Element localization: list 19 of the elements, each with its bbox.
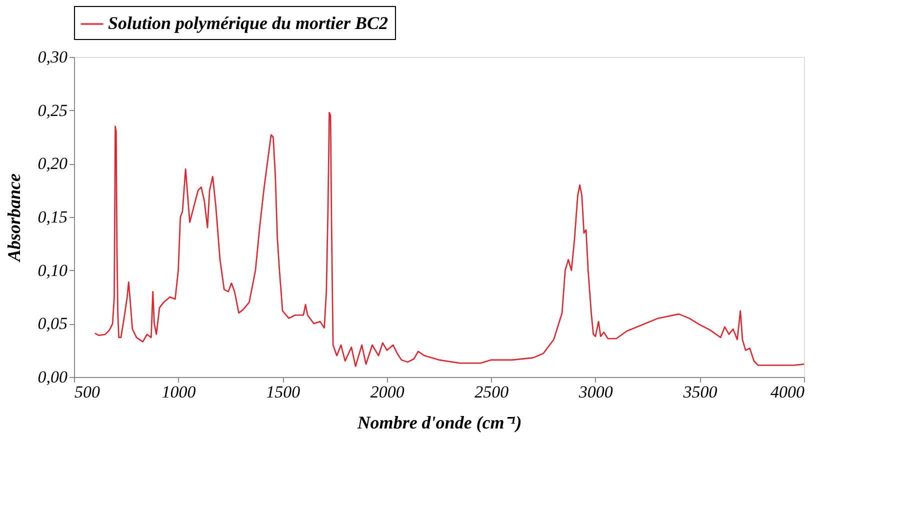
x-tick-label: 3000 [578, 382, 614, 402]
y-tick-label: 0,00 [38, 368, 68, 386]
x-tick-label: 2000 [370, 382, 405, 402]
y-tick-label: 0,20 [38, 154, 68, 174]
x-tick-label: 1000 [162, 382, 196, 402]
y-tick-label: 0,30 [38, 48, 68, 66]
x-tick-label: 1500 [266, 382, 301, 402]
legend-label: Solution polymérique du mortier BC2 [108, 13, 388, 33]
y-tick-label: 0,10 [38, 260, 68, 280]
y-tick-label: 0,25 [38, 100, 68, 120]
y-axis-title: Absorbance [4, 173, 24, 263]
x-tick-label: 2500 [474, 382, 510, 402]
x-tick-label: 500 [74, 382, 100, 402]
y-tick-label: 0,05 [38, 314, 68, 334]
x-tick-label: 3500 [682, 382, 718, 402]
y-tick-label: 0,15 [38, 208, 68, 226]
x-tick-label: 4000 [770, 382, 805, 402]
line-series [94, 112, 804, 367]
x-axis-title: Nombre d'onde (cm⁻¹) [356, 412, 522, 432]
